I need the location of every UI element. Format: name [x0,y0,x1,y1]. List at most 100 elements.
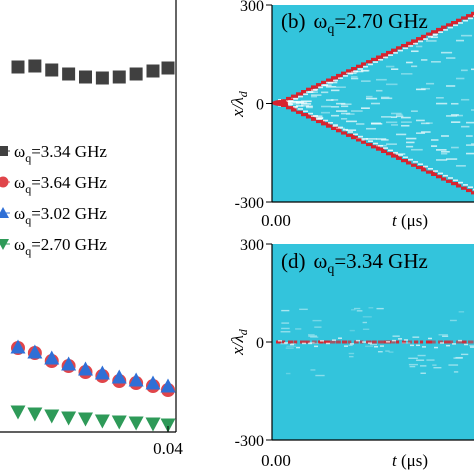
heatmap-b-interior-streak [446,115,457,117]
heatmap-d-center-halo [314,345,318,348]
heatmap-b-interior-streak [331,99,339,101]
heatmap-d-faint-streak [419,365,427,367]
heatmap-b-front-halo [313,88,318,91]
heatmap-d-center-halo [416,344,420,347]
heatmap-b-interior-streak [346,129,357,132]
heatmap-b-front-halo [388,54,393,56]
heatmap-b-interior-streak [466,144,474,146]
heatmap-b-interior-streak [336,127,345,130]
panel-b-x-label-unit: (μs) [397,211,428,230]
heatmap-d-center-mark [348,340,352,344]
scatter-points [10,59,176,432]
heatmap-b-interior-streak [411,110,418,112]
heatmap-b-front-lower [401,159,409,163]
heatmap-b-front-lower [421,168,427,172]
heatmap-b-front-halo [288,100,293,102]
heatmap-d-center-mark [306,340,310,344]
panel-b-heatmap [272,11,474,195]
scatter-point-s3-1 [27,407,43,422]
heatmap-d-faint-streak [420,372,426,374]
heatmap-d-faint-streak [449,319,457,322]
heatmap-b-front-halo [353,70,358,73]
scatter-point-s3-3 [61,411,77,426]
heatmap-b-front-upper [396,46,403,50]
heatmap-b-interior-streak [431,145,438,147]
heatmap-b-interior-streak [366,127,376,130]
heatmap-d-center-halo [404,339,408,341]
heatmap-b-front-lower [466,188,473,193]
heatmap-d-center-halo [278,340,282,342]
left-x-tick-label: 0.04 [153,439,183,458]
heatmap-d-center-halo [296,346,300,349]
heatmap-b-front-lower [311,117,317,121]
scatter-point-s0-9 [161,61,175,75]
scatter-point-s0-8 [146,64,160,78]
heatmap-b-interior-streak [456,39,465,42]
heatmap-b-interior-streak [406,137,417,140]
heatmap-b-front-upper [416,37,425,41]
heatmap-b-interior-streak [376,138,387,140]
heatmap-b-interior-streak [371,102,380,105]
heatmap-b-front-halo [453,24,458,27]
heatmap-b-front-halo [428,36,433,38]
heatmap-b-front-upper [286,96,294,101]
heatmap-b-front-upper [301,90,307,94]
heatmap-d-center-halo [308,342,312,345]
heatmap-d-center-mark [390,340,396,344]
heatmap-b-interior-streak [401,73,413,75]
heatmap-b-interior-streak [291,100,301,103]
heatmap-d-center-halo [386,341,390,343]
heatmap-b-interior-streak [456,77,465,80]
heatmap-d-faint-streak [309,342,320,345]
heatmap-b-interior-streak [441,135,449,137]
heatmap-b-front-halo [453,179,458,182]
scatter-point-s2-7 [128,372,144,387]
heatmap-b-front-halo [348,131,353,133]
heatmap-b-front-halo [373,142,378,145]
heatmap-d-center-halo [344,345,348,347]
heatmap-b-front-upper [346,69,354,73]
heatmap-b-interior-streak [356,70,364,73]
heatmap-d-center-mark [402,340,406,344]
heatmap-d-center-mark [354,340,359,344]
heatmap-b-interior-streak [296,105,304,107]
heatmap-d-center-mark [366,340,372,344]
heatmap-d-center-mark [378,340,385,344]
legend-label-rest: =3.64 GHz [31,173,107,192]
heatmap-b-front-lower [331,126,340,130]
heatmap-b-interior-streak [321,105,332,108]
heatmap-b-interior-streak [386,65,395,68]
scatter-point-s0-4 [79,70,92,84]
heatmap-d-faint-streak [348,352,355,355]
heatmap-d-faint-streak [368,307,374,309]
heatmap-b-front-halo [443,174,448,177]
heatmap-b-interior-streak [326,86,337,88]
heatmap-b-front-halo [363,65,368,68]
heatmap-d-faint-streak [453,357,463,359]
heatmap-b-front-lower [291,108,297,112]
heatmap-b-interior-streak [421,122,430,125]
heatmap-b-front-halo [413,161,418,163]
heatmap-b-front-halo [323,84,328,86]
heatmap-b-interior-streak [441,150,450,153]
heatmap-b-interior-streak [341,112,351,115]
heatmap-b-interior-streak [301,104,310,107]
heatmap-d-faint-streak [376,307,384,310]
heatmap-b-interior-streak [371,123,383,125]
heatmap-b-interior-streak [471,143,474,145]
heatmap-b-front-halo [363,138,368,140]
panel-d-y-ticks: 300 0 -300 [235,237,272,450]
scatter-point-s2-8 [145,375,161,390]
legend-marker-0 [0,146,8,156]
heatmap-b-front-halo [403,47,408,50]
heatmap-d-center-halo [368,342,372,344]
heatmap-b-front-halo [418,163,423,165]
legend-label-sub: q [25,213,31,227]
scatter-point-s2-0 [10,339,26,354]
heatmap-d-center-halo [458,339,462,342]
heatmap-b-front-halo [288,103,293,106]
heatmap-b-interior-streak [381,96,390,99]
heatmap-b-front-upper [356,64,364,68]
heatmap-d-center-mark [414,340,419,344]
scatter-point-s2-1 [27,344,43,359]
